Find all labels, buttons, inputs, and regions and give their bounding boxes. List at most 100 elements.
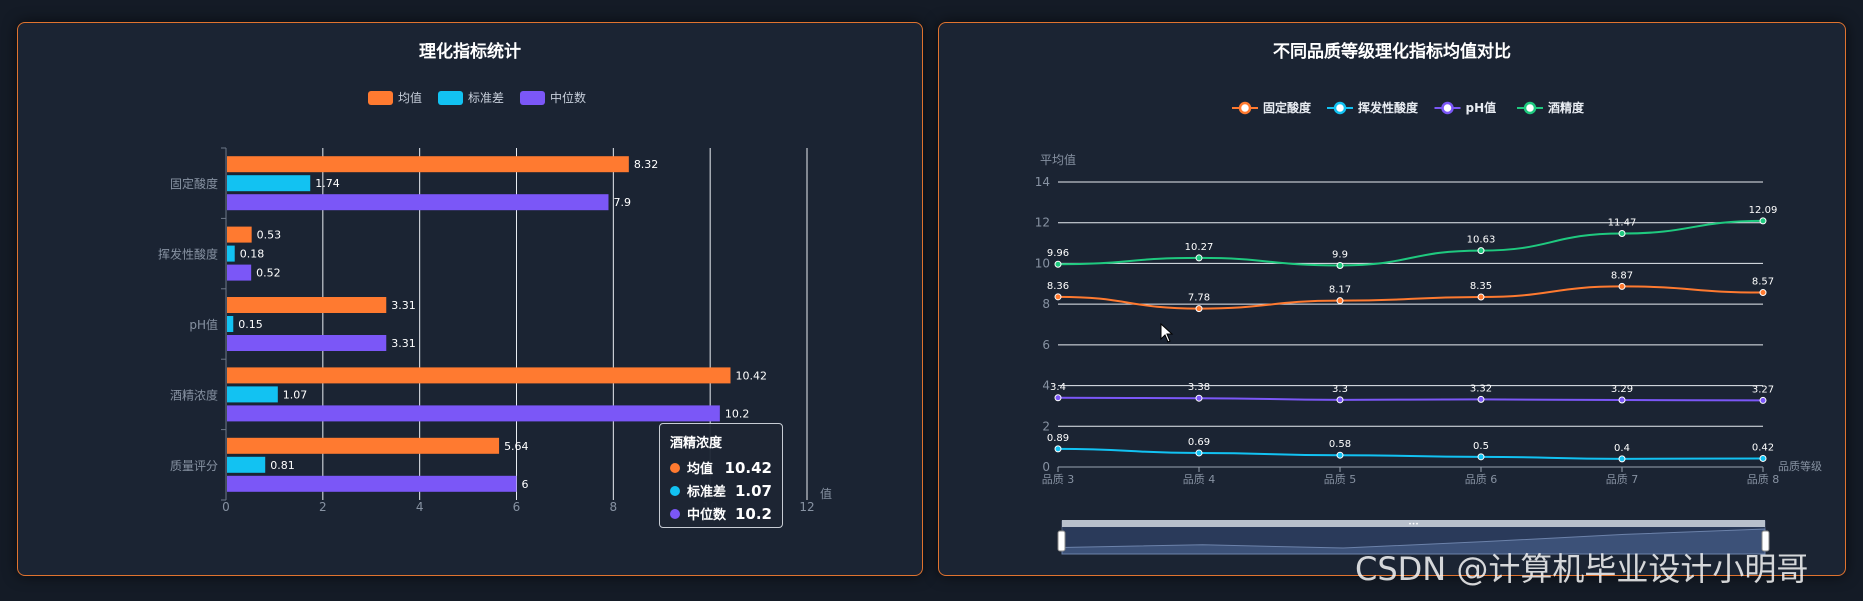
data-point <box>1759 289 1767 297</box>
bar-data-label: 1.74 <box>315 177 340 190</box>
series-line <box>1057 447 1764 460</box>
data-point <box>1195 254 1203 262</box>
series-line <box>1057 396 1764 402</box>
data-label: 7.78 <box>1188 293 1210 304</box>
data-label: 8.17 <box>1329 285 1351 296</box>
data-point <box>1336 396 1344 404</box>
data-point <box>1336 261 1344 269</box>
data-point <box>1759 396 1767 404</box>
legend-marker <box>1441 101 1454 115</box>
data-point <box>1618 230 1626 238</box>
series-line <box>1057 285 1764 310</box>
data-label: 0.4 <box>1614 443 1630 454</box>
series-line <box>1057 219 1764 267</box>
data-point <box>1195 394 1203 402</box>
data-point <box>1618 455 1626 463</box>
bar-data-label: 5.64 <box>504 440 529 453</box>
legend-label: 均值 <box>398 90 422 105</box>
bar <box>227 456 266 473</box>
data-label: 12.09 <box>1749 205 1778 216</box>
data-label: 8.35 <box>1470 281 1492 292</box>
y-tick-label: 挥发性酸度 <box>158 247 218 262</box>
y-tick-label: 酒精浓度 <box>170 387 218 402</box>
bar-data-label: 3.31 <box>391 299 416 312</box>
right-chart-title: 不同品质等级理化指标均值对比 <box>1273 42 1511 62</box>
legend-marker <box>1238 101 1252 115</box>
bar <box>227 175 311 192</box>
data-label: 11.47 <box>1608 218 1637 229</box>
data-label: 9.96 <box>1047 248 1069 259</box>
x-tick-label: 2 <box>319 500 327 514</box>
bar-data-label: 0.81 <box>270 459 295 472</box>
data-point <box>1618 396 1626 404</box>
y-tick-label: pH值 <box>189 317 218 332</box>
tooltip-row: 中位数 10.2 <box>670 502 772 525</box>
y-tick-label: 6 <box>1042 338 1050 352</box>
datazoom-right-handle[interactable] <box>1761 530 1770 552</box>
data-label: 3.3 <box>1332 384 1348 395</box>
data-point <box>1054 394 1062 402</box>
data-label: 8.36 <box>1047 281 1069 292</box>
tooltip-title: 酒精浓度 <box>670 436 723 451</box>
bar <box>227 226 252 243</box>
bar <box>227 335 387 351</box>
bar <box>227 194 609 211</box>
data-label: 9.9 <box>1332 249 1348 260</box>
x-tick-label: 品质 3 <box>1042 473 1075 486</box>
bar-data-label: 0.53 <box>257 229 282 242</box>
data-point <box>1618 282 1626 290</box>
bar <box>227 297 387 313</box>
bar-data-label: 1.07 <box>283 388 308 401</box>
tooltip-series-name: 标准差 <box>687 485 727 500</box>
data-point <box>1195 305 1203 313</box>
data-label: 0.89 <box>1047 433 1069 444</box>
tooltip-value: 10.42 <box>724 458 772 477</box>
legend-swatch <box>438 91 463 105</box>
data-point <box>1759 454 1767 462</box>
datazoom-move-bar[interactable] <box>1062 520 1765 527</box>
legend-label: 挥发性酸度 <box>1358 100 1419 115</box>
data-label: 0.69 <box>1188 437 1210 448</box>
data-point <box>1477 247 1485 255</box>
data-point <box>1195 449 1203 457</box>
tooltip-series-name: 均值 <box>687 462 714 477</box>
bar-data-label: 3.31 <box>391 337 416 350</box>
legend-label: pH值 <box>1466 100 1497 115</box>
data-label: 0.42 <box>1752 442 1774 453</box>
bar <box>227 264 252 281</box>
bar-data-label: 0.18 <box>240 248 265 261</box>
data-point <box>1336 297 1344 305</box>
bar-data-label: 10.2 <box>725 407 750 420</box>
data-point <box>1054 293 1062 301</box>
chart-tooltip: 酒精浓度 均值 10.42 标准差 1.07 中位数 10.2 <box>659 423 783 528</box>
data-label: 3.4 <box>1050 382 1066 393</box>
data-point <box>1054 445 1062 453</box>
datazoom-left-handle[interactable] <box>1057 530 1066 552</box>
tooltip-dot <box>670 485 680 496</box>
bar <box>227 367 731 384</box>
bar <box>227 405 720 422</box>
right-chart-panel: 不同品质等级理化指标均值对比 <box>938 22 1846 576</box>
data-label: 10.63 <box>1467 235 1496 246</box>
legend-swatch <box>368 91 393 105</box>
mouse-cursor-icon <box>1160 322 1174 343</box>
y-tick-label: 2 <box>1042 419 1050 433</box>
legend-label: 酒精度 <box>1548 100 1585 115</box>
x-tick-label: 4 <box>416 500 424 514</box>
y-tick-label: 质量评分 <box>170 459 218 473</box>
data-point <box>1477 453 1485 461</box>
y-tick-label: 14 <box>1035 175 1050 189</box>
data-label: 3.29 <box>1611 384 1633 395</box>
bar-data-label: 10.42 <box>736 369 768 382</box>
data-label: 10.27 <box>1185 242 1214 253</box>
data-label: 8.87 <box>1611 270 1633 281</box>
x-axis-name: 值 <box>820 486 832 501</box>
watermark: CSDN @计算机毕业设计小明哥 <box>1355 550 1809 588</box>
y-axis-name: 平均值 <box>1040 152 1076 167</box>
data-point <box>1477 395 1485 403</box>
legend-label: 标准差 <box>468 91 504 105</box>
legend-label: 中位数 <box>550 90 586 105</box>
data-point <box>1759 217 1767 225</box>
